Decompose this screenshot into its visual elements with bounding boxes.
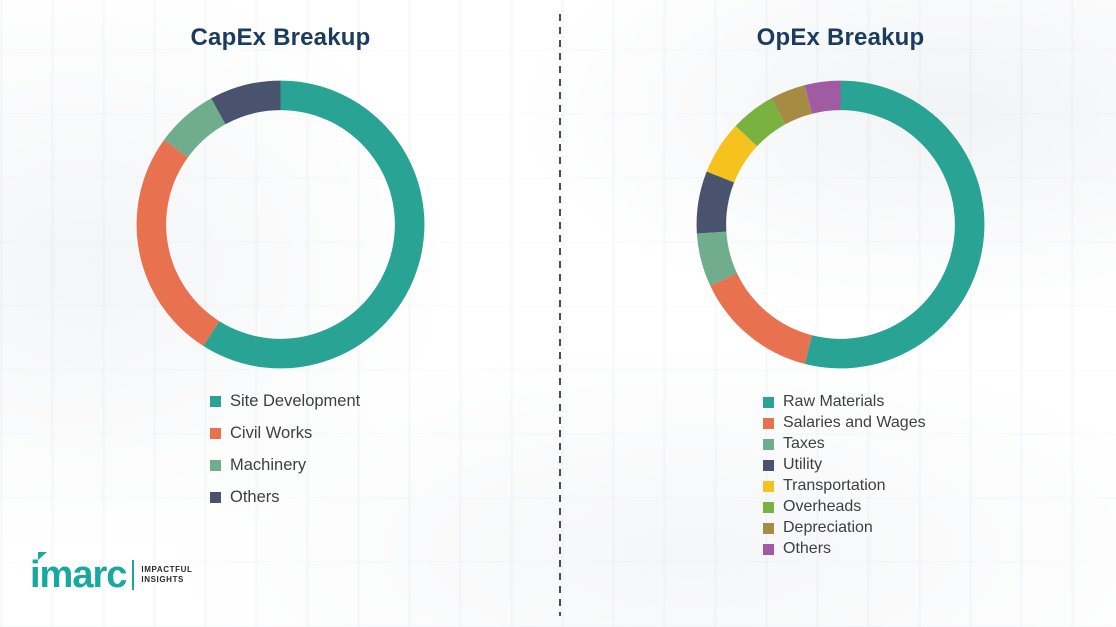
logo-triangle-icon [38, 552, 47, 560]
logo-tagline: IMPACTFUL INSIGHTS [141, 565, 192, 585]
logo-tagline-line1: IMPACTFUL [141, 565, 193, 574]
legend-label: Taxes [783, 435, 825, 452]
legend-label: Depreciation [783, 519, 873, 536]
legend-item: Utility [763, 456, 926, 474]
legend-swatch [763, 501, 774, 513]
donut-segment-machinery [164, 98, 226, 158]
capex-donut-chart [136, 80, 425, 369]
legend-swatch [763, 459, 774, 471]
legend-label: Others [230, 488, 280, 506]
donut-segment-raw-materials [804, 80, 985, 369]
capex-legend: Site Development Civil Works Machinery Othe… [210, 392, 360, 507]
legend-swatch [210, 396, 221, 407]
legend-label: Civil Works [230, 424, 313, 442]
donut-segment-depreciation [771, 85, 813, 125]
legend-item: Taxes [763, 435, 926, 453]
donut-segment-others [804, 80, 841, 114]
logo-tagline-line2: INSIGHTS [141, 575, 184, 584]
legend-swatch [210, 428, 221, 439]
donut-segment-taxes [696, 231, 738, 286]
legend-item: Depreciation [763, 519, 926, 537]
legend-item: Civil Works [210, 424, 360, 443]
donut-segment-others [211, 80, 281, 125]
vertical-dashed-divider [559, 14, 561, 616]
legend-swatch [763, 417, 774, 429]
legend-label: Overheads [783, 498, 862, 515]
legend-item: Site Development [210, 392, 360, 411]
legend-swatch [763, 543, 774, 555]
legend-item: Machinery [210, 456, 360, 475]
legend-swatch [763, 522, 774, 534]
legend-item: Raw Materials [763, 393, 926, 411]
donut-segment-civil-works [136, 139, 220, 347]
imarc-logo: imarc IMPACTFUL INSIGHTS [30, 552, 192, 596]
donut-segment-utility [696, 171, 735, 234]
legend-swatch [210, 460, 221, 471]
legend-swatch [210, 492, 221, 503]
legend-item: Overheads [763, 498, 926, 516]
legend-swatch [763, 396, 774, 408]
opex-chart-title: OpEx Breakup [756, 24, 925, 51]
logo-divider-bar [132, 560, 135, 590]
legend-item: Transportation [763, 477, 926, 495]
legend-label: Salaries and Wages [783, 414, 926, 431]
legend-label: Site Development [230, 392, 361, 410]
legend-item: Salaries and Wages [763, 414, 926, 432]
legend-label: Others [783, 540, 832, 557]
legend-label: Machinery [230, 456, 307, 474]
donut-segment-salaries-and-wages [710, 273, 813, 364]
legend-item: Others [763, 540, 926, 558]
opex-legend: Raw Materials Salaries and Wages Taxes Util… [763, 393, 926, 558]
legend-label: Transportation [783, 477, 886, 494]
legend-item: Others [210, 488, 360, 507]
capex-chart-title: CapEx Breakup [190, 24, 371, 51]
opex-donut-chart [696, 80, 985, 369]
legend-swatch [763, 480, 774, 492]
legend-swatch [763, 438, 774, 450]
donut-segment-site-development [203, 80, 425, 369]
donut-segment-transportation [706, 125, 758, 183]
logo-wordmark: imarc [30, 554, 127, 596]
donut-segment-overheads [735, 98, 786, 147]
legend-label: Utility [783, 456, 823, 473]
legend-label: Raw Materials [783, 393, 885, 410]
